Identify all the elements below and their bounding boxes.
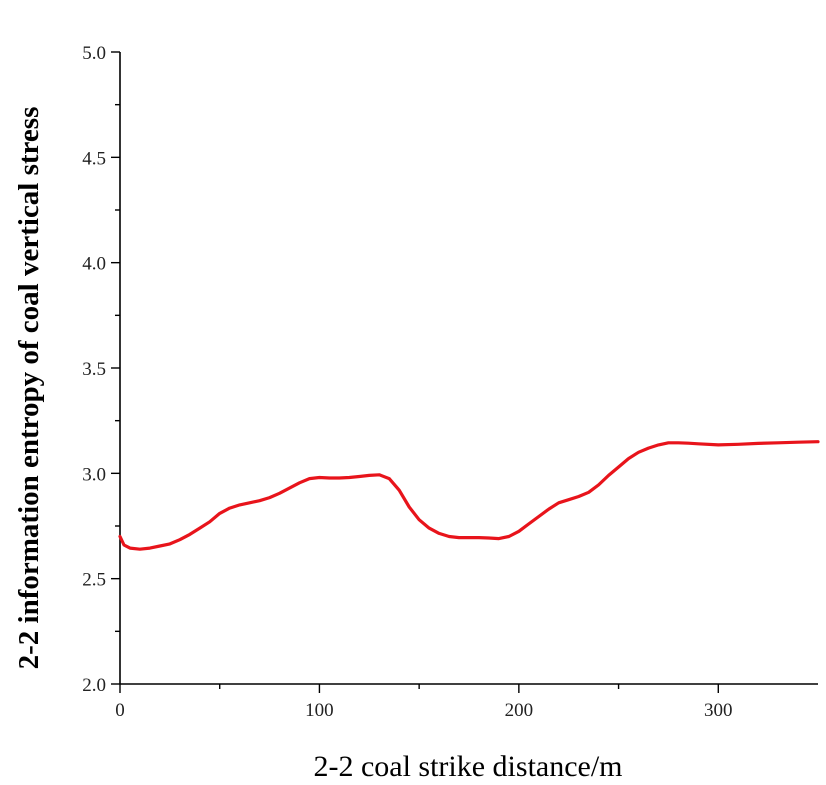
x-tick-label: 300	[704, 700, 733, 721]
y-tick-label: 3.0	[82, 464, 106, 485]
series-line	[118, 440, 820, 551]
y-tick-label: 5.0	[82, 43, 106, 64]
x-tick-label: 100	[305, 700, 334, 721]
y-tick-label: 2.0	[82, 675, 106, 696]
y-tick-label: 2.5	[82, 570, 106, 591]
x-tick-label: 0	[115, 700, 125, 721]
y-tick-label: 3.5	[82, 359, 106, 380]
plot-area: 2.0 2.5 3.0 3.5 4.0 4.5 5.0 0 100 200 300	[82, 43, 820, 721]
y-tick-label: 4.0	[82, 254, 106, 275]
x-axis-title: 2-2 coal strike distance/m	[313, 750, 622, 783]
y-axis-title: 2-2 information entropy of coal vertical…	[13, 107, 45, 670]
y-tick-label: 4.5	[82, 148, 106, 169]
x-tick-label: 200	[505, 700, 534, 721]
